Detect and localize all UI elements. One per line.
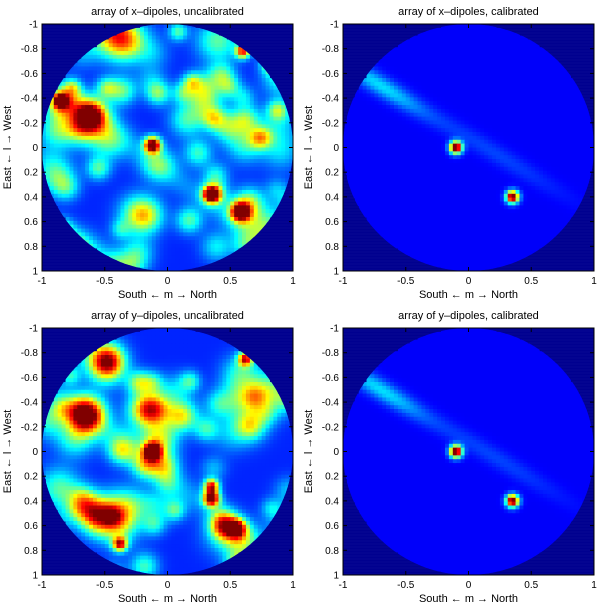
y-tick-label: 0.4 — [24, 192, 38, 203]
x-tick-label: 1 — [591, 276, 597, 287]
x-tick-label: 0 — [466, 580, 472, 591]
y-tick-label: -1 — [29, 324, 38, 335]
x-tick-label: -0.5 — [397, 580, 415, 591]
y-tick-label: -1 — [29, 20, 38, 31]
y-tick-label: 0.2 — [24, 472, 38, 483]
y-tick-label: -0.2 — [21, 118, 39, 129]
sky-map-panel-2: -1 -0.5 0 0.5 1-1-0.8-0.6-0.4-0.200.20.40.60… — [303, 6, 597, 301]
y-tick-label: 0 — [333, 447, 339, 458]
y-tick-label: -0.4 — [21, 94, 39, 105]
x-tick-label: -1 — [339, 276, 348, 287]
x-tick-label: 0.5 — [524, 580, 538, 591]
chart-title: array of y–dipoles, uncalibrated — [91, 310, 244, 322]
x-tick-label: 0.5 — [223, 580, 237, 591]
y-tick-label: -0.2 — [322, 118, 340, 129]
y-tick-label: 0.8 — [24, 546, 38, 557]
y-tick-label: -0.6 — [21, 373, 39, 384]
y-tick-label: 0.6 — [325, 217, 339, 228]
x-tick-label: -0.5 — [96, 276, 114, 287]
y-tick-label: 0.4 — [325, 496, 339, 507]
y-tick-label: -0.8 — [21, 44, 39, 55]
y-axis-label: East ← l → West — [2, 106, 14, 190]
y-tick-label: -0.8 — [322, 348, 340, 359]
y-tick-label: 0.2 — [325, 472, 339, 483]
y-tick-label: -1 — [330, 324, 339, 335]
y-tick-label: 0.4 — [325, 192, 339, 203]
y-axis-label: East ← l → West — [303, 410, 315, 494]
x-tick-label: 1 — [290, 276, 296, 287]
x-tick-label: -0.5 — [96, 580, 114, 591]
sky-map-panel-1: -1 -0.5 0 0.5 1-1-0.8-0.6-0.4-0.200.20.40.60… — [2, 6, 296, 301]
y-tick-label: -0.8 — [21, 348, 39, 359]
y-tick-label: -0.2 — [21, 422, 39, 433]
x-tick-label: 1 — [290, 580, 296, 591]
sky-image — [343, 24, 594, 271]
y-tick-label: -1 — [330, 20, 339, 31]
y-axis-label: East ← l → West — [303, 106, 315, 190]
y-tick-label: 1 — [333, 571, 339, 582]
y-tick-label: 0.6 — [24, 521, 38, 532]
y-tick-label: 0.2 — [325, 168, 339, 179]
y-tick-label: 0.4 — [24, 496, 38, 507]
sky-map-panel-4: -1 -0.5 0 0.5 1-1-0.8-0.6-0.4-0.200.20.40.60… — [303, 310, 597, 605]
sky-map-panel-3: -1 -0.5 0 0.5 1-1-0.8-0.6-0.4-0.200.20.40.60… — [2, 310, 296, 605]
x-tick-label: -0.5 — [397, 276, 415, 287]
x-tick-label: 1 — [591, 580, 597, 591]
y-tick-label: 0 — [32, 143, 38, 154]
y-tick-label: 1 — [32, 267, 38, 278]
y-tick-label: 0.6 — [24, 217, 38, 228]
x-tick-label: 0 — [165, 276, 171, 287]
y-tick-label: 0.8 — [325, 242, 339, 253]
y-tick-label: -0.2 — [322, 422, 340, 433]
y-tick-label: -0.6 — [322, 373, 340, 384]
chart-title: array of y–dipoles, calibrated — [398, 310, 539, 322]
x-tick-label: -1 — [339, 580, 348, 591]
y-tick-label: 0 — [32, 447, 38, 458]
y-axis-label: East ← l → West — [2, 410, 14, 494]
sky-image — [42, 328, 293, 575]
x-tick-label: 0.5 — [524, 276, 538, 287]
x-tick-label: 0.5 — [223, 276, 237, 287]
sky-image — [42, 24, 293, 271]
y-tick-label: 0 — [333, 143, 339, 154]
y-tick-label: -0.6 — [21, 69, 39, 80]
sky-image — [343, 328, 594, 575]
x-tick-label: -1 — [38, 580, 47, 591]
x-axis-label: South ← m → North — [118, 593, 217, 605]
x-tick-label: 0 — [466, 276, 472, 287]
y-tick-label: -0.6 — [322, 69, 340, 80]
x-axis-label: South ← m → North — [419, 593, 518, 605]
y-tick-label: 1 — [333, 267, 339, 278]
y-tick-label: -0.4 — [322, 398, 340, 409]
y-tick-label: -0.4 — [21, 398, 39, 409]
y-tick-label: 0.2 — [24, 168, 38, 179]
y-tick-label: 0.8 — [24, 242, 38, 253]
y-tick-label: 0.6 — [325, 521, 339, 532]
chart-title: array of x–dipoles, uncalibrated — [91, 6, 244, 18]
x-axis-label: South ← m → North — [419, 289, 518, 301]
y-tick-label: -0.4 — [322, 94, 340, 105]
y-tick-label: -0.8 — [322, 44, 340, 55]
y-tick-label: 0.8 — [325, 546, 339, 557]
y-tick-label: 1 — [32, 571, 38, 582]
chart-title: array of x–dipoles, calibrated — [398, 6, 539, 18]
x-tick-label: -1 — [38, 276, 47, 287]
x-tick-label: 0 — [165, 580, 171, 591]
x-axis-label: South ← m → North — [118, 289, 217, 301]
